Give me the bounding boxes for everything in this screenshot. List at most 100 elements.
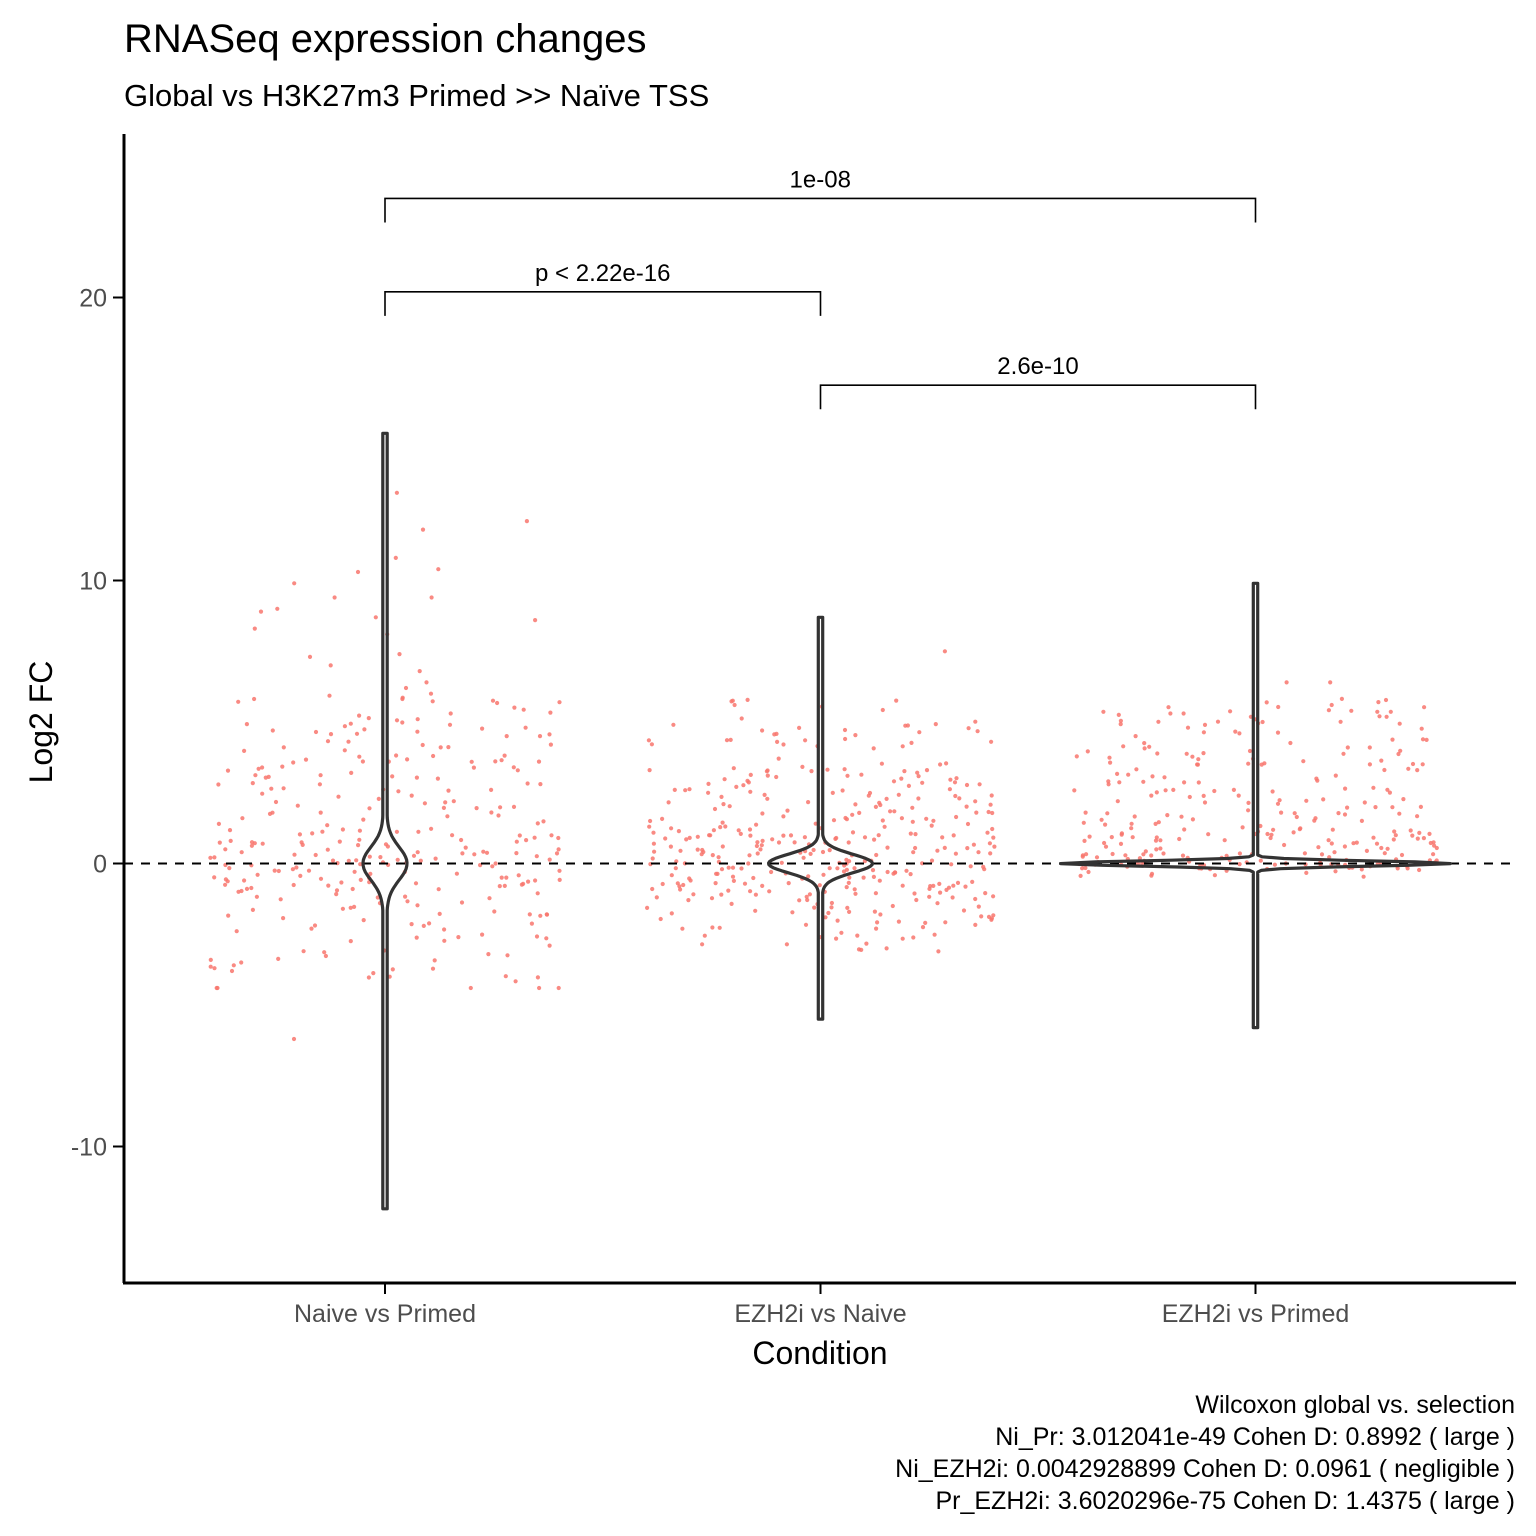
data-point bbox=[891, 779, 897, 784]
data-point bbox=[964, 804, 969, 809]
data-point bbox=[719, 794, 724, 800]
data-point bbox=[774, 774, 779, 780]
data-point bbox=[896, 792, 901, 797]
data-point bbox=[770, 837, 775, 842]
x-tick-label: EZH2i vs Primed bbox=[1162, 1300, 1350, 1328]
data-point bbox=[850, 830, 856, 835]
data-point bbox=[802, 835, 808, 840]
data-point bbox=[225, 768, 231, 773]
data-point bbox=[346, 858, 351, 863]
x-tick-label: Naive vs Primed bbox=[294, 1300, 476, 1328]
data-point bbox=[548, 742, 554, 747]
data-point bbox=[1237, 862, 1242, 867]
data-point bbox=[346, 739, 351, 744]
data-point bbox=[249, 840, 255, 845]
data-point bbox=[275, 606, 280, 611]
data-point bbox=[490, 698, 496, 703]
data-point bbox=[468, 985, 473, 991]
data-point bbox=[1156, 820, 1161, 825]
data-point bbox=[797, 898, 802, 903]
data-point bbox=[326, 883, 331, 888]
data-point bbox=[340, 827, 345, 832]
y-tick-label: 10 bbox=[79, 568, 107, 596]
data-point bbox=[212, 966, 217, 971]
data-point bbox=[1364, 848, 1369, 854]
data-point bbox=[741, 783, 746, 788]
y-tick-label: 20 bbox=[79, 285, 107, 313]
data-point bbox=[292, 852, 297, 857]
data-point bbox=[249, 885, 254, 891]
data-point bbox=[986, 809, 991, 815]
data-point bbox=[1115, 771, 1120, 777]
data-point bbox=[965, 846, 970, 851]
data-point bbox=[270, 728, 275, 733]
data-point bbox=[409, 793, 414, 798]
data-point bbox=[405, 899, 410, 904]
data-point bbox=[1354, 840, 1359, 845]
data-point bbox=[442, 938, 447, 943]
data-point bbox=[867, 790, 873, 796]
data-point bbox=[366, 975, 371, 980]
data-point bbox=[1187, 794, 1192, 800]
data-point bbox=[936, 949, 941, 954]
data-point bbox=[695, 834, 700, 839]
data-point bbox=[1367, 745, 1372, 750]
data-point bbox=[976, 850, 981, 855]
data-point bbox=[1103, 844, 1109, 849]
data-point bbox=[1270, 789, 1275, 794]
data-point bbox=[450, 833, 455, 838]
caption-line: Wilcoxon global vs. selection bbox=[1195, 1391, 1515, 1419]
data-point bbox=[1149, 793, 1154, 798]
data-point bbox=[1371, 785, 1376, 790]
data-point bbox=[683, 788, 688, 793]
data-point bbox=[547, 943, 552, 948]
data-point bbox=[1269, 832, 1274, 837]
data-point bbox=[1338, 719, 1343, 724]
data-point bbox=[1154, 847, 1159, 852]
data-point bbox=[792, 840, 797, 845]
data-point bbox=[1142, 741, 1147, 746]
data-point bbox=[1161, 851, 1166, 856]
data-point bbox=[547, 732, 552, 737]
data-point bbox=[894, 698, 899, 703]
plot-area: p < 2.22e-16 2.6e-10 1e-08 bbox=[124, 166, 1516, 1211]
data-point bbox=[536, 759, 542, 764]
data-point bbox=[236, 699, 241, 704]
data-point bbox=[943, 920, 948, 925]
data-point bbox=[811, 847, 816, 853]
data-point bbox=[472, 852, 477, 857]
data-point bbox=[208, 957, 213, 963]
data-point bbox=[781, 742, 786, 747]
violin-outline bbox=[361, 431, 409, 1211]
data-point bbox=[975, 729, 980, 734]
data-point bbox=[872, 909, 878, 914]
data-point bbox=[1201, 793, 1206, 799]
data-point bbox=[1268, 835, 1273, 841]
data-point bbox=[1215, 719, 1221, 724]
data-point bbox=[781, 833, 786, 838]
data-point bbox=[352, 904, 357, 910]
data-point bbox=[754, 843, 760, 849]
data-point bbox=[853, 891, 858, 896]
data-point bbox=[950, 895, 955, 900]
data-point bbox=[1262, 761, 1267, 766]
data-point bbox=[212, 875, 217, 880]
data-point bbox=[845, 905, 850, 911]
data-point bbox=[513, 979, 518, 984]
chart-title: RNASeq expression changes bbox=[124, 17, 647, 61]
data-point bbox=[1292, 811, 1297, 816]
data-point bbox=[556, 835, 561, 841]
comparison-bracket bbox=[384, 197, 1257, 223]
data-point bbox=[751, 875, 756, 881]
data-point bbox=[807, 892, 813, 897]
data-point bbox=[935, 848, 940, 853]
data-point bbox=[250, 907, 255, 913]
data-point bbox=[252, 696, 257, 702]
data-point bbox=[1410, 761, 1416, 767]
data-point bbox=[526, 879, 531, 884]
data-point bbox=[899, 816, 905, 821]
data-point bbox=[806, 800, 811, 805]
data-point bbox=[781, 814, 786, 819]
data-point bbox=[776, 840, 782, 845]
data-point bbox=[523, 725, 528, 730]
